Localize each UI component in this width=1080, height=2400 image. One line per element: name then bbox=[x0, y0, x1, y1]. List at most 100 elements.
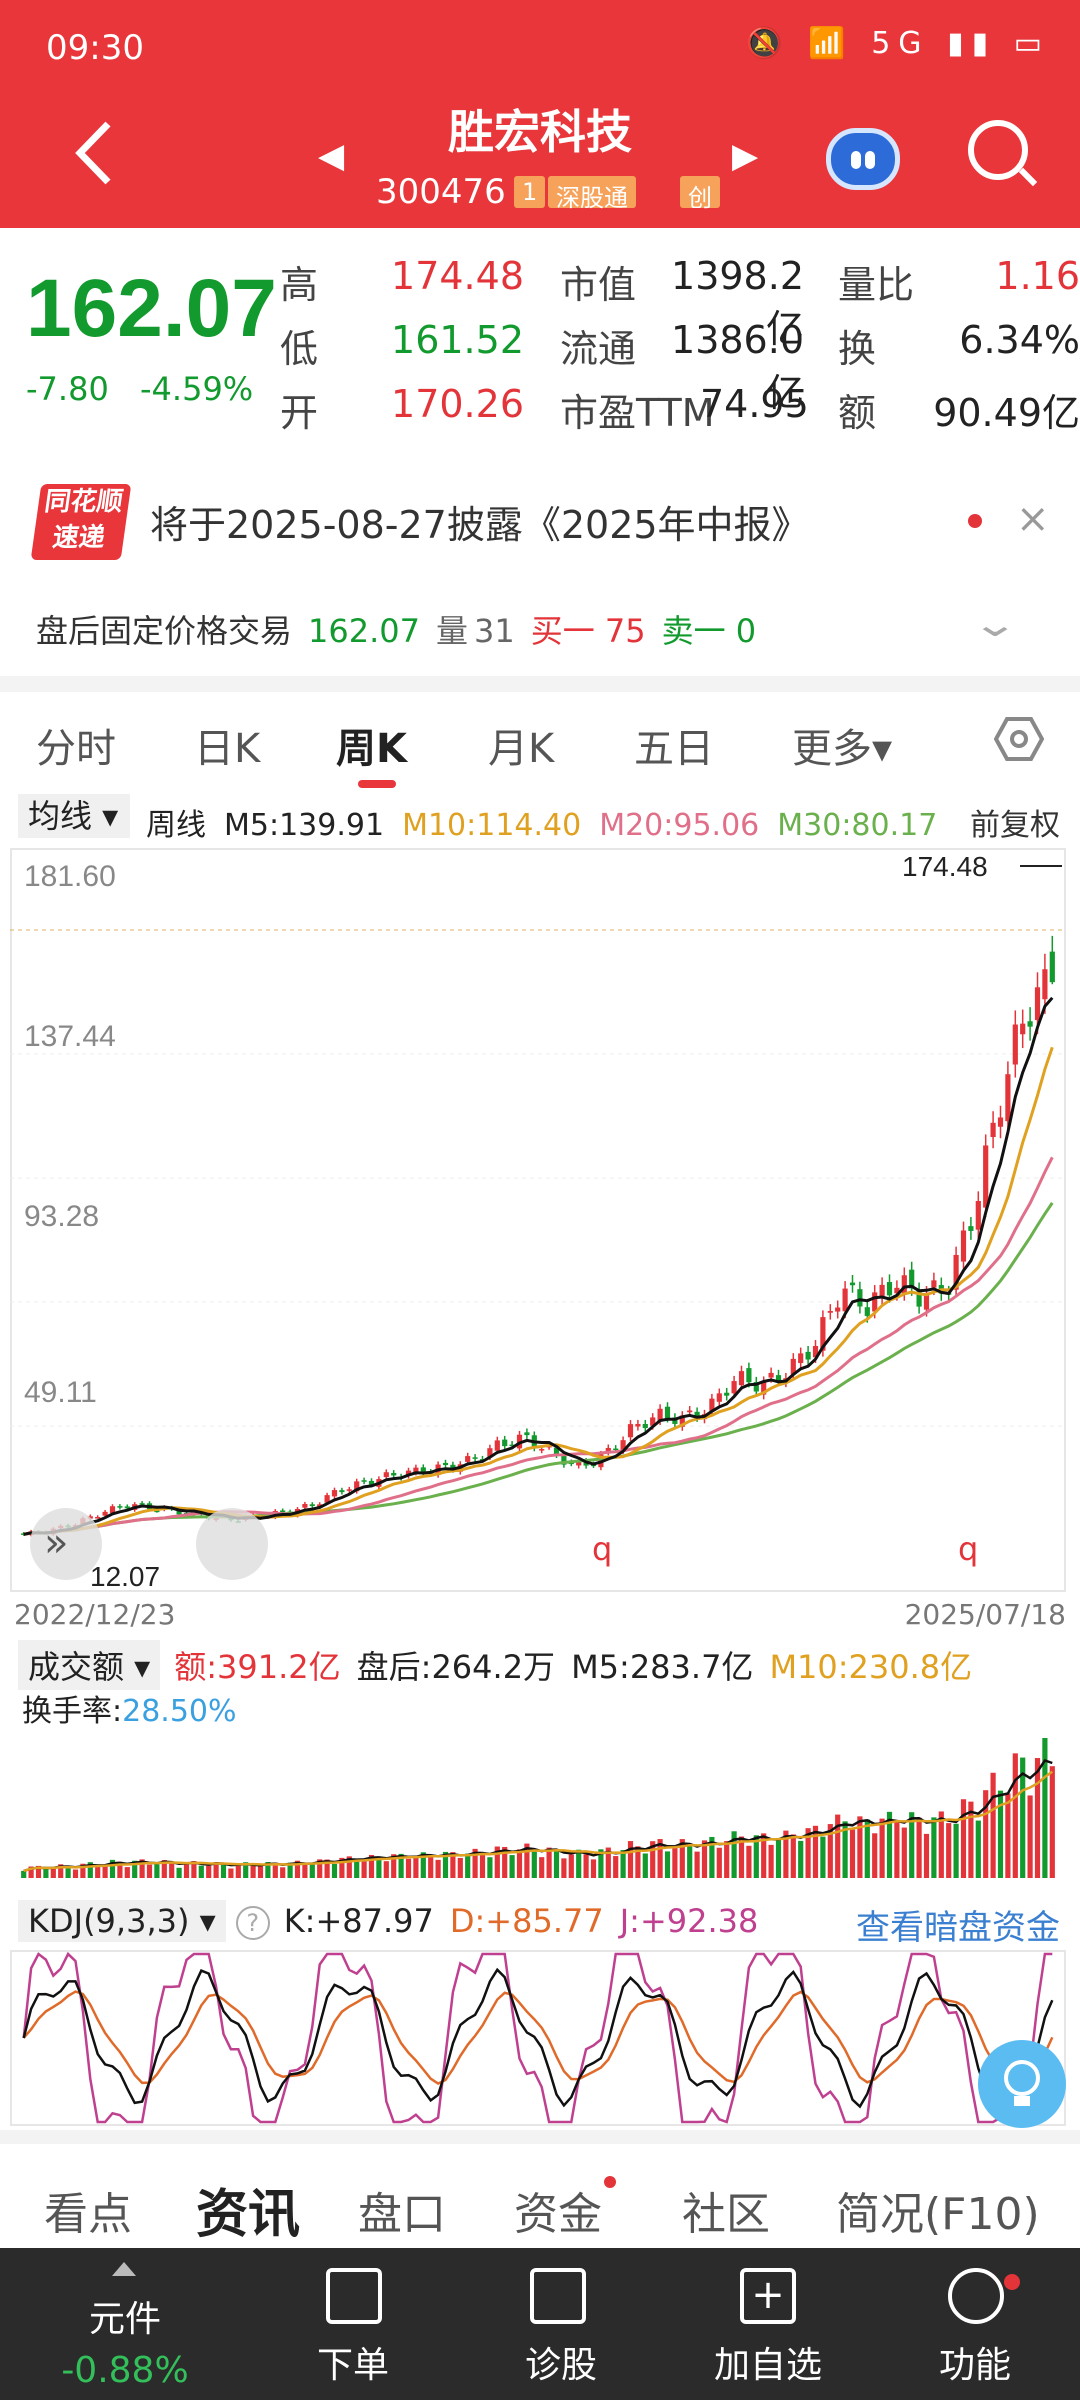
candle-body bbox=[1042, 969, 1048, 1000]
kdj-chart[interactable] bbox=[10, 1950, 1066, 2126]
candle-body bbox=[139, 1503, 145, 1505]
volume-amount: 额:391.2亿 bbox=[174, 1648, 341, 1686]
next-stock-icon[interactable]: ▶ bbox=[732, 136, 759, 176]
back-arrow-icon[interactable] bbox=[70, 118, 120, 188]
status-time: 09:30 bbox=[46, 28, 144, 68]
volume-bar bbox=[339, 1857, 345, 1878]
lightbulb-icon[interactable] bbox=[978, 2040, 1066, 2128]
volume-bar bbox=[701, 1840, 708, 1878]
kline-chart[interactable]: 181.60 137.44 93.28 49.11 174.48 12.07 q… bbox=[10, 848, 1066, 1592]
tab-community[interactable]: 社区 bbox=[682, 2189, 770, 2240]
volume-bar bbox=[731, 1831, 737, 1878]
tab-monthly-k[interactable]: 月K bbox=[488, 726, 555, 772]
volume-bar bbox=[324, 1859, 330, 1878]
candle-body bbox=[835, 1307, 841, 1312]
candle-body bbox=[331, 1490, 338, 1497]
low-value: 161.52 bbox=[391, 318, 524, 362]
expand-up-icon[interactable] bbox=[112, 2262, 136, 2276]
tab-news[interactable]: 资讯 bbox=[196, 2185, 301, 2245]
volume-bar bbox=[87, 1862, 93, 1878]
diagnose-button[interactable]: 诊股 bbox=[524, 2345, 597, 2386]
prev-stock-icon[interactable]: ◀ bbox=[318, 136, 345, 176]
tab-highlights[interactable]: 看点 bbox=[44, 2189, 132, 2240]
tab-f10-profile[interactable]: 简况(F10) bbox=[836, 2189, 1040, 2240]
volume-bar bbox=[294, 1860, 301, 1878]
search-icon[interactable] bbox=[968, 120, 1028, 180]
volume-bar bbox=[753, 1835, 759, 1878]
tab-daily-k[interactable]: 日K bbox=[194, 726, 261, 772]
volume-bar bbox=[109, 1859, 116, 1878]
fullscreen-icon[interactable] bbox=[196, 1508, 268, 1580]
functions-button[interactable]: 功能 bbox=[938, 2345, 1011, 2386]
sector-name[interactable]: 元件 bbox=[88, 2299, 161, 2340]
turnover-rate-value: 28.50% bbox=[122, 1694, 237, 1729]
volume-bar bbox=[857, 1816, 863, 1878]
volume-bar bbox=[183, 1862, 190, 1878]
candle-body bbox=[383, 1472, 389, 1478]
volume-bar bbox=[738, 1836, 745, 1878]
volume-bar bbox=[405, 1858, 412, 1878]
ai-robot-icon[interactable] bbox=[826, 128, 900, 190]
volume-bar bbox=[1012, 1753, 1018, 1878]
candle-body bbox=[1020, 1023, 1026, 1035]
close-icon[interactable]: × bbox=[1016, 496, 1050, 542]
candle-body bbox=[842, 1288, 848, 1312]
volume-bar bbox=[709, 1836, 715, 1878]
add-watchlist-icon: + bbox=[740, 2268, 796, 2324]
candle-body bbox=[724, 1392, 730, 1396]
volume-bar bbox=[479, 1852, 486, 1878]
after-hours-row[interactable]: 盘后固定价格交易 162.07 量 31 买一 75 卖一 0 bbox=[36, 606, 772, 652]
settings-icon[interactable] bbox=[994, 716, 1044, 762]
volume-bar bbox=[524, 1843, 530, 1878]
volume-bar bbox=[176, 1867, 182, 1878]
tab-five-day[interactable]: 五日 bbox=[634, 726, 714, 772]
tab-weekly-k[interactable]: 周K bbox=[336, 726, 407, 772]
menu-icon bbox=[948, 2268, 1004, 2324]
ma10-line bbox=[23, 1046, 1054, 1536]
candle-body bbox=[642, 1424, 648, 1429]
volume-bar bbox=[812, 1825, 819, 1878]
expand-left-icon[interactable] bbox=[30, 1508, 102, 1580]
candle-body bbox=[405, 1470, 412, 1476]
after-hours-vol-label: 量 bbox=[435, 612, 468, 650]
active-tab-indicator bbox=[358, 780, 396, 788]
tab-intraday[interactable]: 分时 bbox=[36, 726, 116, 772]
tab-more[interactable]: 更多▾ bbox=[792, 726, 893, 772]
volume-bar bbox=[679, 1839, 685, 1878]
ma-selector[interactable]: 均线 ▾ bbox=[18, 794, 130, 838]
candle-body bbox=[731, 1381, 737, 1394]
period-label: 周线 bbox=[146, 808, 206, 843]
tab-funds[interactable]: 资金 bbox=[514, 2189, 602, 2240]
volume-bar bbox=[43, 1868, 49, 1878]
add-watchlist-button[interactable]: 加自选 bbox=[713, 2345, 822, 2386]
order-button[interactable]: 下单 bbox=[316, 2345, 389, 2386]
tab-order-book[interactable]: 盘口 bbox=[358, 2189, 446, 2240]
price-change: -7.80 bbox=[26, 370, 109, 408]
candle-body bbox=[613, 1448, 619, 1451]
price-adjust-mode[interactable]: 前复权 bbox=[970, 808, 1060, 843]
candle-body bbox=[694, 1411, 700, 1418]
volume-bar bbox=[21, 1870, 27, 1878]
candle-body bbox=[450, 1464, 456, 1470]
volume-bar bbox=[146, 1864, 153, 1878]
volume-bar bbox=[58, 1864, 64, 1878]
candle-body bbox=[746, 1368, 752, 1383]
volume-bar bbox=[80, 1863, 86, 1878]
volume-chart[interactable] bbox=[10, 1730, 1066, 1878]
dark-pool-funds-link[interactable]: 查看暗盘资金 bbox=[856, 1908, 1060, 1948]
volume-m10: M10:230.8亿 bbox=[769, 1648, 973, 1686]
ma5-line bbox=[23, 996, 1054, 1536]
help-icon[interactable]: ? bbox=[235, 1906, 270, 1940]
candle-body bbox=[1049, 951, 1055, 983]
kdj-d: D:+85.77 bbox=[449, 1902, 604, 1940]
candle-body bbox=[302, 1503, 308, 1508]
candle-body bbox=[909, 1269, 915, 1289]
volume-selector[interactable]: 成交额 ▾ bbox=[18, 1640, 161, 1690]
volume-bar bbox=[539, 1857, 545, 1878]
notice-text[interactable]: 将于2025-08-27披露《2025年中报》 bbox=[150, 503, 810, 547]
chevron-down-icon[interactable]: ⌄ bbox=[970, 604, 1020, 645]
volume-bar bbox=[894, 1821, 900, 1878]
kdj-selector[interactable]: KDJ(9,3,3) ▾ bbox=[18, 1900, 226, 1942]
volume-bar bbox=[657, 1839, 663, 1878]
volume-bar bbox=[124, 1867, 130, 1878]
